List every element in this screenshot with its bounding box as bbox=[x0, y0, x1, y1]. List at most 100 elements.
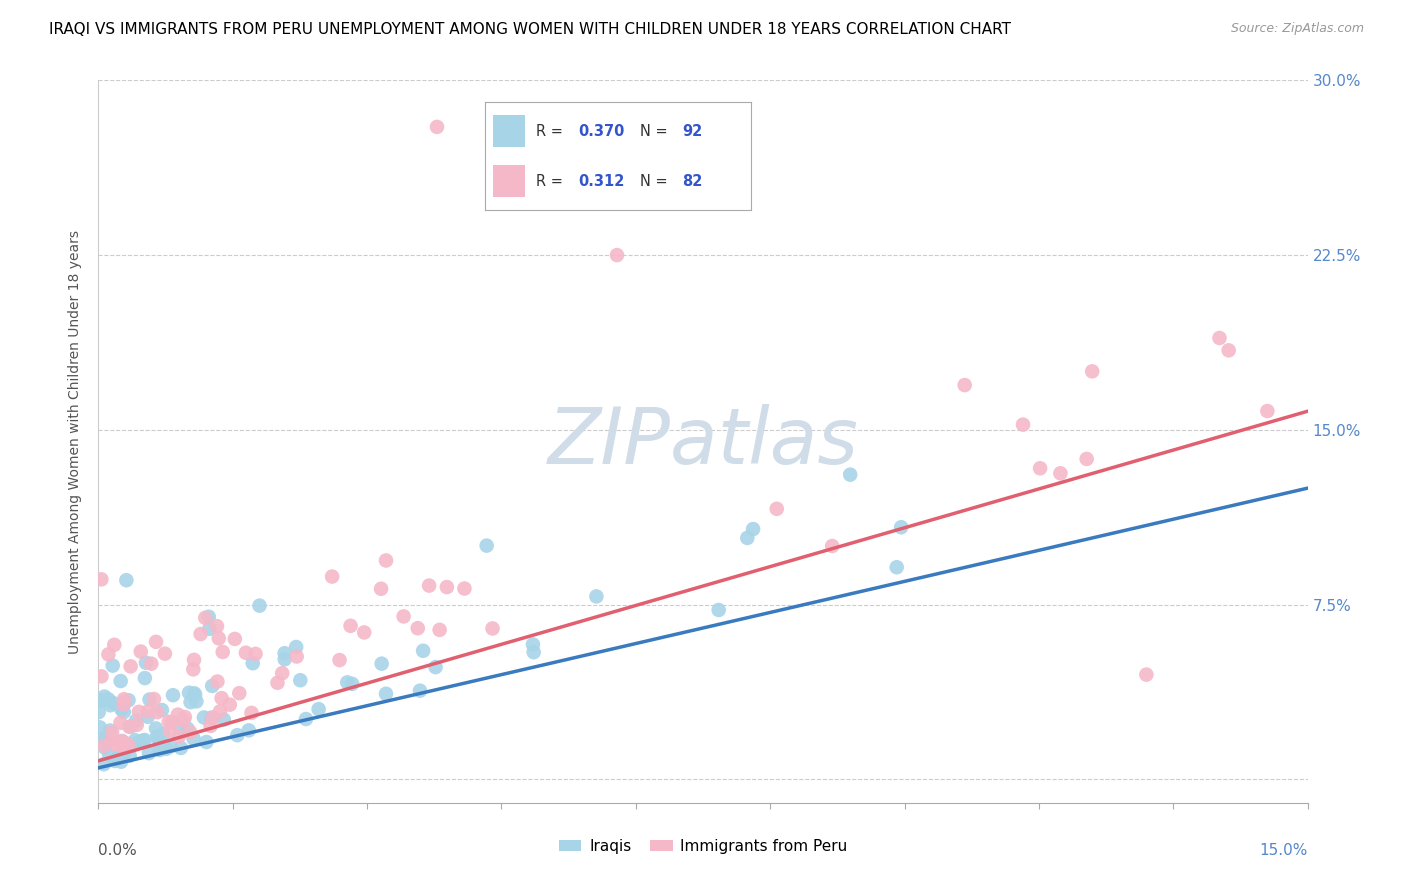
Point bbox=[112, 695, 135, 709]
Point bbox=[190, 627, 212, 641]
Point bbox=[180, 695, 202, 709]
Point bbox=[136, 704, 159, 718]
Y-axis label: Unemployment Among Women with Children Under 18 years: Unemployment Among Women with Children U… bbox=[69, 229, 83, 654]
Point bbox=[98, 698, 121, 713]
Point bbox=[101, 658, 124, 673]
Point bbox=[110, 674, 132, 689]
Point bbox=[110, 702, 132, 716]
Point bbox=[181, 662, 204, 676]
Point bbox=[228, 686, 250, 700]
Point bbox=[117, 693, 139, 707]
Point bbox=[201, 710, 224, 724]
Point bbox=[115, 737, 138, 751]
Point bbox=[890, 520, 912, 534]
Point bbox=[212, 713, 235, 727]
Point bbox=[340, 677, 363, 691]
Point bbox=[201, 679, 224, 693]
Point bbox=[226, 728, 249, 742]
Point bbox=[273, 646, 295, 660]
Point bbox=[1218, 343, 1240, 358]
Point bbox=[183, 686, 205, 700]
Point bbox=[134, 671, 156, 685]
Point bbox=[146, 730, 169, 744]
Point bbox=[111, 734, 134, 748]
Point bbox=[425, 660, 447, 674]
Point bbox=[742, 522, 765, 536]
Point bbox=[523, 645, 546, 659]
Point bbox=[128, 705, 150, 719]
Point bbox=[953, 378, 976, 392]
Point bbox=[120, 659, 142, 673]
Point bbox=[90, 694, 112, 708]
Point bbox=[197, 609, 219, 624]
Point bbox=[111, 739, 134, 754]
Point bbox=[170, 740, 193, 755]
Point bbox=[266, 675, 288, 690]
Point bbox=[353, 625, 375, 640]
Point bbox=[93, 739, 115, 753]
Point bbox=[183, 731, 205, 746]
Point bbox=[208, 704, 231, 718]
Point bbox=[125, 714, 148, 728]
Point bbox=[179, 725, 201, 739]
Point bbox=[146, 731, 169, 745]
Point bbox=[112, 737, 135, 751]
Point bbox=[90, 573, 112, 587]
Point bbox=[426, 120, 449, 134]
Point bbox=[153, 647, 176, 661]
Legend: Iraqis, Immigrants from Peru: Iraqis, Immigrants from Peru bbox=[553, 833, 853, 860]
Point bbox=[112, 705, 135, 719]
Point bbox=[174, 710, 197, 724]
Point bbox=[93, 690, 115, 704]
Point bbox=[290, 673, 312, 688]
Point bbox=[207, 674, 229, 689]
Text: 0.0%: 0.0% bbox=[98, 843, 138, 857]
Point bbox=[115, 573, 138, 587]
Point bbox=[105, 751, 128, 765]
Point bbox=[406, 621, 429, 635]
Point bbox=[120, 720, 142, 734]
Point bbox=[370, 657, 392, 671]
Point bbox=[329, 653, 352, 667]
Point bbox=[235, 646, 257, 660]
Point bbox=[149, 738, 172, 752]
Point bbox=[118, 720, 141, 734]
Point bbox=[208, 632, 231, 646]
Point bbox=[87, 705, 110, 719]
Point bbox=[101, 732, 124, 747]
Point bbox=[98, 723, 121, 738]
Point bbox=[737, 531, 759, 545]
Text: 15.0%: 15.0% bbox=[1260, 843, 1308, 857]
Point bbox=[765, 501, 787, 516]
Point bbox=[172, 714, 194, 728]
Point bbox=[90, 693, 112, 707]
Point bbox=[375, 687, 398, 701]
Point bbox=[336, 675, 359, 690]
Point bbox=[321, 569, 343, 583]
Point bbox=[184, 688, 207, 702]
Point bbox=[160, 715, 183, 730]
Point bbox=[112, 692, 135, 706]
Point bbox=[1012, 417, 1035, 432]
Point bbox=[117, 738, 139, 752]
Point bbox=[146, 705, 169, 719]
Point bbox=[93, 740, 115, 755]
Point bbox=[112, 698, 135, 712]
Point bbox=[150, 703, 173, 717]
Point bbox=[186, 694, 208, 708]
Point bbox=[167, 707, 190, 722]
Point bbox=[249, 599, 271, 613]
Point bbox=[97, 648, 120, 662]
Point bbox=[110, 755, 132, 769]
Point bbox=[110, 715, 132, 730]
Point bbox=[127, 736, 149, 750]
Point bbox=[285, 649, 308, 664]
Point bbox=[134, 733, 156, 747]
Point bbox=[167, 730, 190, 744]
Text: IRAQI VS IMMIGRANTS FROM PERU UNEMPLOYMENT AMONG WOMEN WITH CHILDREN UNDER 18 YE: IRAQI VS IMMIGRANTS FROM PERU UNEMPLOYME… bbox=[49, 22, 1011, 37]
Point bbox=[159, 739, 181, 753]
Point bbox=[94, 731, 117, 746]
Point bbox=[138, 692, 160, 706]
Point bbox=[1256, 404, 1278, 418]
Point bbox=[124, 733, 146, 747]
